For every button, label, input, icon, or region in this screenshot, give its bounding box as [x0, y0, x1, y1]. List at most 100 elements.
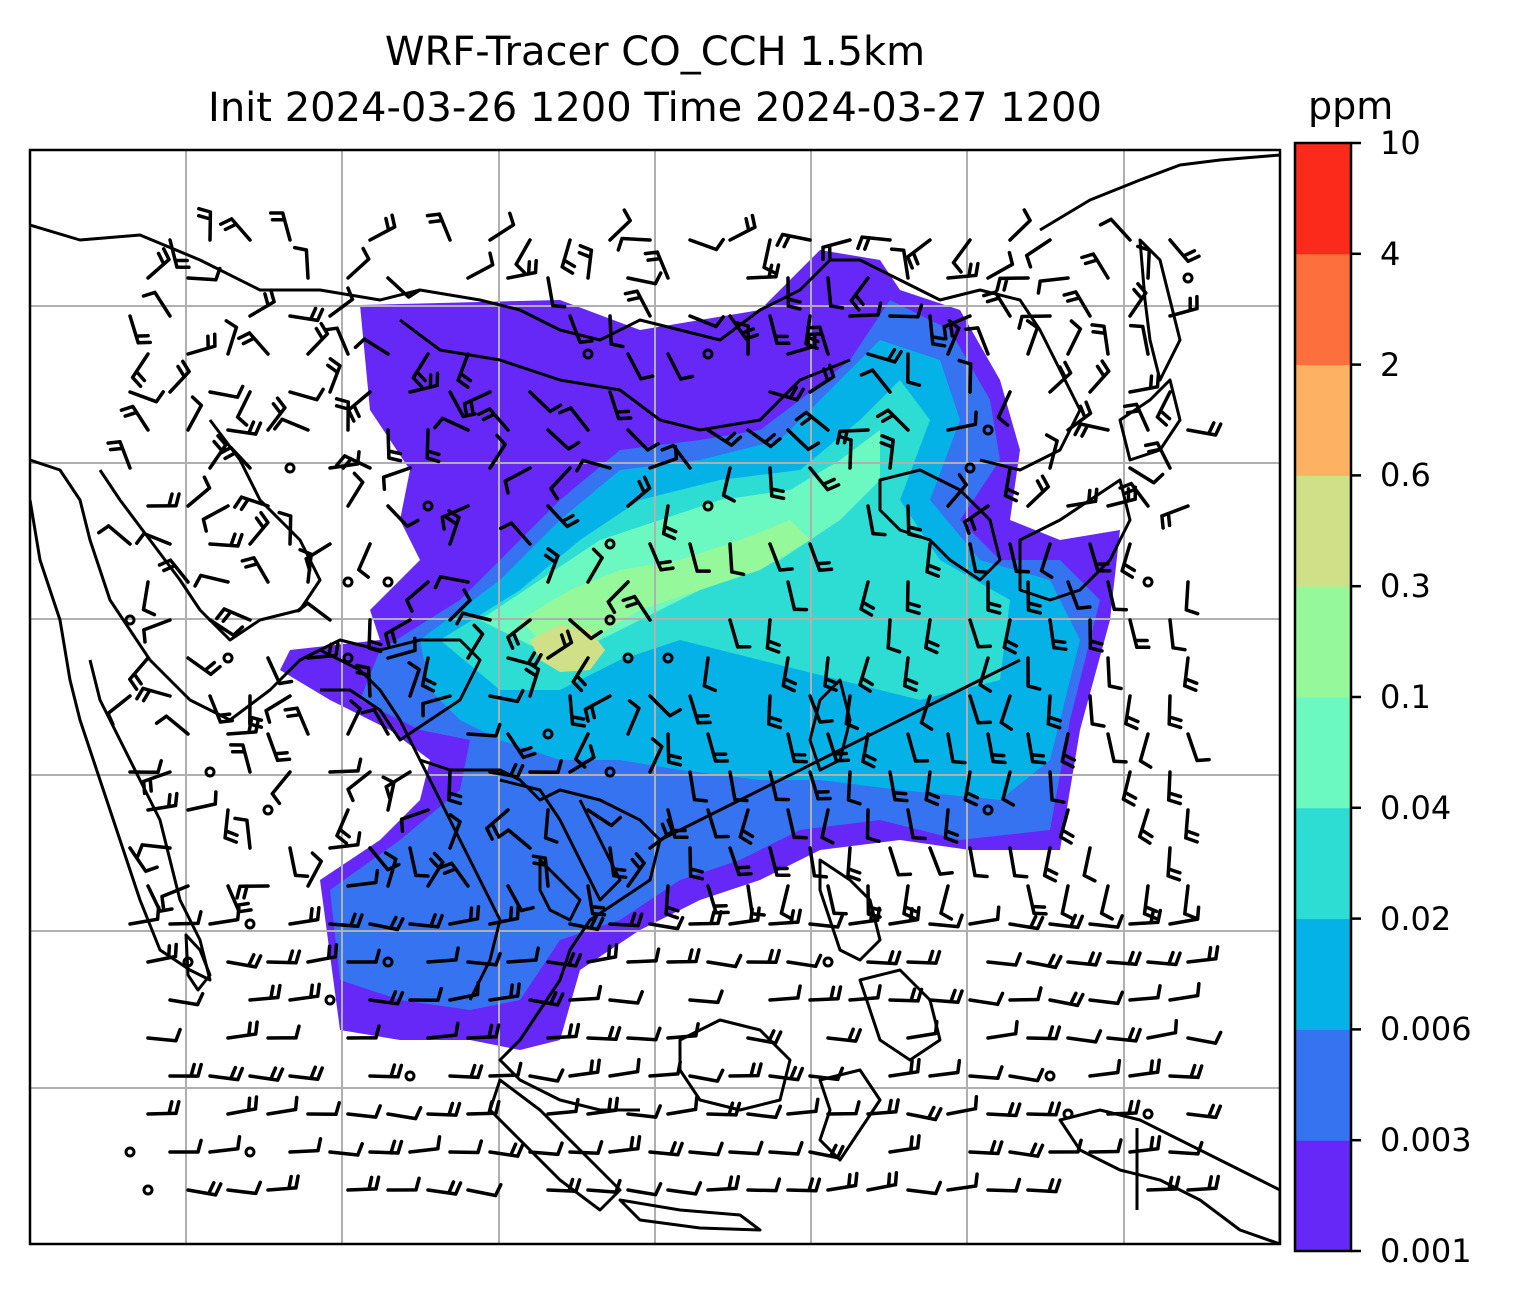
wind-barb	[146, 791, 179, 812]
calm-wind-marker	[382, 576, 394, 588]
wind-barb	[608, 1057, 641, 1078]
wind-barb	[546, 1097, 580, 1116]
wind-barb	[1062, 290, 1092, 318]
wind-barb	[448, 1139, 484, 1155]
wind-barb	[946, 732, 967, 765]
coastlines	[30, 153, 1280, 1244]
wind-barb	[1003, 466, 1020, 503]
wind-barb	[666, 352, 695, 381]
wind-barb	[951, 238, 972, 274]
wind-barb	[648, 542, 675, 572]
wind-barb	[1142, 884, 1159, 921]
wind-barb	[586, 1178, 622, 1194]
wind-barb	[1184, 808, 1200, 844]
wind-barb	[146, 1099, 181, 1116]
wind-barb	[848, 906, 881, 926]
wind-barb	[768, 385, 805, 402]
wind-barb	[768, 908, 802, 926]
wind-barb	[488, 1061, 523, 1078]
wind-barb	[626, 271, 663, 286]
wind-barb	[978, 656, 993, 693]
wind-barb	[826, 1027, 862, 1043]
wind-barb	[986, 1177, 1022, 1193]
wind-barb	[1088, 990, 1125, 1006]
wind-barb	[768, 984, 802, 1002]
calm-wind-marker	[582, 348, 594, 360]
wind-barb	[226, 1095, 259, 1116]
wind-barb	[546, 276, 567, 309]
wind-barb	[968, 1065, 1004, 1080]
wind-barb	[808, 1143, 845, 1160]
wind-barb	[1120, 542, 1137, 579]
wind-barb	[466, 722, 502, 738]
calm-wind-marker	[124, 1146, 136, 1158]
wind-barb	[524, 661, 541, 698]
wind-barb	[283, 706, 310, 736]
wind-barb	[1168, 1063, 1204, 1080]
calm-wind-marker	[662, 652, 674, 664]
wind-barb	[768, 770, 791, 802]
wind-barb	[781, 656, 798, 693]
wind-barb	[664, 884, 680, 920]
wind-barb	[568, 915, 605, 932]
calm-wind-marker	[982, 424, 994, 436]
wind-barb	[1106, 656, 1123, 691]
tracer-field	[280, 250, 1120, 1050]
wind-barb	[986, 250, 1015, 280]
wind-barb	[919, 694, 934, 731]
wind-barb	[688, 1068, 725, 1083]
wind-barb	[746, 1104, 783, 1120]
wind-barb	[466, 951, 502, 967]
wind-barb	[168, 359, 191, 394]
sumatra	[488, 1078, 622, 1212]
wind-barb	[820, 808, 835, 845]
colorbar-band	[1295, 807, 1351, 920]
wind-barb	[1146, 950, 1182, 967]
wind-barb	[808, 1066, 845, 1082]
colorbar	[1295, 143, 1351, 1252]
wind-barb	[1088, 694, 1106, 728]
wind-barb	[1001, 770, 1016, 807]
wind-barb	[235, 884, 270, 900]
wind-barb	[1167, 694, 1183, 730]
wind-barb	[999, 694, 1014, 731]
wind-barb	[208, 618, 245, 637]
wind-barb	[608, 390, 633, 421]
wind-barb	[408, 1135, 442, 1154]
wind-barb	[488, 688, 525, 704]
wind-barb	[186, 1181, 223, 1197]
wind-barb	[1183, 884, 1198, 920]
japan-honshu	[1018, 478, 1132, 602]
wind-barb	[1008, 1067, 1045, 1083]
wind-barb	[1073, 422, 1110, 438]
wind-barb	[208, 1135, 242, 1154]
wind-barb	[666, 1022, 700, 1040]
wind-barb	[408, 913, 444, 929]
colorbar-label: 4	[1380, 234, 1401, 273]
wind-barb	[1048, 1138, 1083, 1154]
wind-barb	[546, 428, 581, 451]
wind-barb	[928, 988, 964, 1005]
wind-barb	[626, 1104, 662, 1119]
wind-barb	[277, 510, 293, 546]
wind-barb	[786, 732, 809, 764]
wind-barb	[688, 989, 724, 1005]
wind-barb	[786, 808, 808, 840]
colorbar-label: 2	[1380, 345, 1401, 384]
wind-barb	[608, 208, 632, 242]
wind-barb	[292, 245, 310, 280]
wind-barb	[1048, 991, 1085, 1008]
wind-barb	[859, 368, 892, 394]
wind-barb	[666, 948, 701, 964]
wind-barb	[186, 656, 222, 677]
wind-barb	[568, 1140, 604, 1155]
wind-barb	[886, 618, 902, 654]
wind-barb	[426, 946, 460, 964]
wind-barb	[1026, 953, 1063, 970]
wind-barb	[168, 991, 205, 1007]
wind-barb	[906, 732, 930, 763]
wind-barb	[1048, 770, 1066, 804]
wind-barb	[408, 371, 440, 394]
wind-barb	[367, 618, 383, 654]
wind-barb	[946, 1094, 979, 1116]
